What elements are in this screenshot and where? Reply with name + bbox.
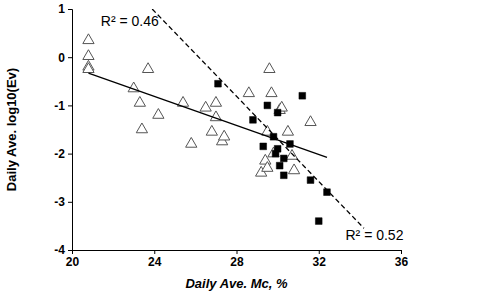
tick-label: 20 bbox=[66, 255, 80, 269]
point bbox=[142, 63, 153, 73]
plot: 20 24 28 32 36 -4 -3 -2 -1 0 1 R² = 0.46 R² = 0.52 bbox=[54, 2, 408, 268]
tick: -3 bbox=[54, 195, 72, 209]
tick-mark bbox=[319, 250, 320, 254]
point bbox=[83, 50, 94, 60]
tick: 20 bbox=[66, 250, 80, 269]
tick: 36 bbox=[395, 250, 409, 269]
tick-mark bbox=[237, 250, 238, 254]
point bbox=[307, 177, 314, 184]
x-axis-title: Daily Ave. Mc, % bbox=[185, 276, 288, 291]
axis-line bbox=[68, 10, 73, 251]
y-axis: -4 -3 -2 -1 0 1 bbox=[54, 2, 72, 257]
point bbox=[219, 130, 230, 140]
point bbox=[215, 80, 222, 87]
point bbox=[282, 125, 293, 135]
chart: 20 24 28 32 36 -4 -3 -2 -1 0 1 R² = 0.46 R² = 0.52 Da… bbox=[0, 0, 500, 294]
point bbox=[262, 162, 273, 172]
point bbox=[276, 162, 283, 169]
point bbox=[280, 155, 287, 162]
tick: 0 bbox=[58, 51, 72, 65]
point bbox=[274, 109, 281, 116]
tick: 24 bbox=[148, 250, 162, 269]
tick-label: 32 bbox=[313, 255, 327, 269]
annotation: R² = 0.52 bbox=[345, 227, 403, 243]
trend-line bbox=[152, 9, 364, 228]
tick: -2 bbox=[54, 147, 72, 161]
marks bbox=[83, 9, 364, 228]
scatter-series bbox=[83, 34, 316, 176]
trend-line bbox=[88, 73, 327, 157]
point bbox=[83, 34, 94, 44]
point bbox=[136, 123, 147, 133]
point bbox=[210, 96, 221, 106]
point bbox=[315, 218, 322, 225]
tick-mark bbox=[401, 250, 402, 254]
tick-label: -2 bbox=[54, 147, 65, 161]
point bbox=[134, 96, 145, 106]
point bbox=[274, 145, 281, 152]
tick: 28 bbox=[230, 250, 244, 269]
y-axis-title: Daily Ave. log10(Ev) bbox=[4, 68, 19, 191]
tick-mark bbox=[68, 57, 72, 58]
tick-label: 28 bbox=[230, 255, 244, 269]
tick-mark bbox=[68, 105, 72, 106]
tick-label: -1 bbox=[54, 99, 65, 113]
point bbox=[260, 143, 267, 150]
annotation: R² = 0.46 bbox=[101, 13, 159, 29]
point bbox=[186, 137, 197, 147]
tick-label: -4 bbox=[54, 243, 65, 257]
axis-line bbox=[73, 251, 402, 255]
point bbox=[299, 92, 306, 99]
tick-label: -3 bbox=[54, 195, 65, 209]
tick-mark bbox=[68, 154, 72, 155]
point bbox=[264, 63, 275, 73]
tick-mark bbox=[68, 250, 72, 251]
point bbox=[83, 63, 94, 73]
point bbox=[206, 125, 217, 135]
tick: 32 bbox=[313, 250, 327, 269]
tick-label: 0 bbox=[58, 51, 65, 65]
tick: -4 bbox=[54, 243, 72, 257]
point bbox=[266, 87, 277, 97]
point bbox=[153, 109, 164, 119]
tick-mark bbox=[68, 9, 72, 10]
point bbox=[305, 116, 316, 126]
tick-mark bbox=[154, 250, 155, 254]
point bbox=[288, 164, 299, 174]
tick-label: 36 bbox=[395, 255, 409, 269]
tick: 1 bbox=[58, 2, 72, 16]
point bbox=[200, 101, 211, 111]
tick: -1 bbox=[54, 99, 72, 113]
point bbox=[264, 102, 271, 109]
tick-label: 24 bbox=[148, 255, 162, 269]
point bbox=[250, 117, 257, 124]
tick-mark bbox=[68, 202, 72, 203]
tick-label: 1 bbox=[58, 2, 65, 16]
point bbox=[243, 87, 254, 97]
point bbox=[280, 172, 287, 179]
x-axis: 20 24 28 32 36 bbox=[66, 250, 409, 269]
